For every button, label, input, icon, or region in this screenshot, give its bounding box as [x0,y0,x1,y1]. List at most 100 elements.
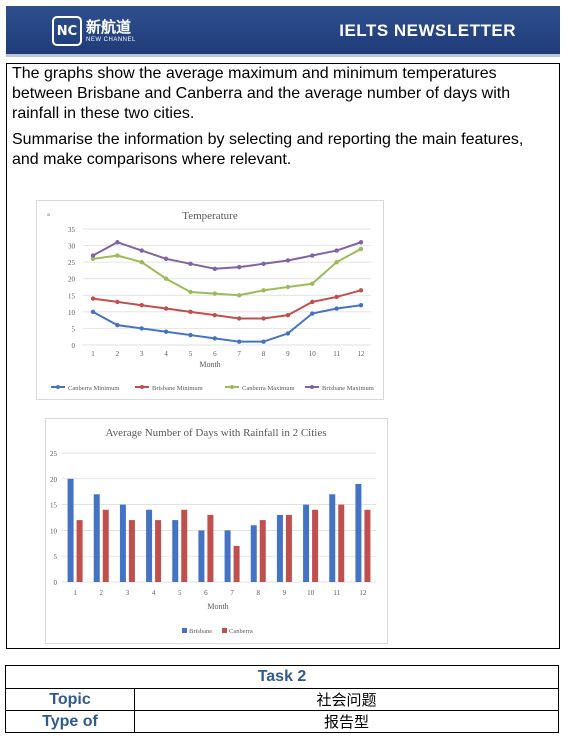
y-tick-label: 20 [50,476,58,484]
y-tick-label: 30 [68,243,76,251]
y-tick-label: 0 [54,579,58,587]
series-line [92,241,362,270]
task-info-table: Task 2 Topic 社会问题 Type of 报告型 [5,665,559,733]
data-point [90,296,96,301]
data-point [139,248,144,253]
x-tick-label: 5 [178,589,182,597]
data-point [236,293,242,298]
y-tick-label: 10 [50,527,58,535]
x-tick-label: 3 [126,589,130,597]
data-point [334,306,339,311]
rainfall-chart-svg: Average Number of Days with Rainfall in … [50,427,376,635]
y-axis-label: ° [47,212,50,221]
question-frame [6,63,560,649]
series-line [92,289,362,320]
data-point [115,322,120,328]
x-tick-label: 4 [164,350,168,358]
legend-marker [310,385,314,389]
data-point [139,326,144,331]
task-row-type: Type of 报告型 [5,710,559,733]
data-point [212,312,218,318]
x-tick-label: 6 [213,350,217,358]
legend-label: Canberra Minimum [68,385,119,392]
nc-logo-icon: NC [52,16,82,46]
data-point [236,339,242,344]
data-point [163,276,169,281]
bar [355,483,362,582]
legend-marker [140,385,144,389]
data-point [163,256,169,262]
data-point [90,256,96,262]
task-row-value: 社会问题 [134,688,559,711]
bar [233,545,240,582]
data-point [285,331,291,336]
series-line [92,248,362,297]
x-axis-label: Month [199,360,220,369]
new-channel-logo: NC 新航道 NEW CHANNEL [52,14,136,48]
legend-label: Brisbane Minimum [152,385,203,392]
data-point [285,258,291,263]
x-tick-label: 11 [333,589,340,597]
data-point [334,259,339,265]
temperature-chart: Temperature ° 0 5 10 15 20 25 30 35 1 2 3 4 5 6 7 8 9 10 11 1… [36,200,384,400]
x-tick-label: 7 [230,589,234,597]
bar [338,504,345,582]
prompt-paragraph-2: Summarise the information by selecting a… [12,131,524,168]
data-point [90,309,96,315]
bar [207,514,214,582]
y-tick-label: 15 [50,502,58,510]
bar [76,520,83,582]
data-point [188,289,193,295]
data-point [310,281,315,286]
x-tick-label: 9 [286,350,290,358]
data-point [310,253,315,258]
data-point [163,306,169,311]
y-tick-label: 35 [68,226,76,234]
data-point [261,288,266,293]
x-tick-label: 1 [91,350,95,358]
x-tick-label: 9 [283,589,287,597]
legend-label: Brisbane [189,628,212,635]
x-tick-label: 2 [116,350,120,358]
legend-label: Canberra Maximum [242,385,295,392]
series-line [92,304,362,343]
data-point [212,336,218,341]
data-point [115,253,120,258]
x-tick-label: 1 [73,589,77,597]
x-tick-label: 4 [152,589,156,597]
newsletter-header: NC 新航道 NEW CHANNEL IELTS NEWSLETTER [6,6,560,57]
newsletter-title: IELTS NEWSLETTER [339,21,516,40]
y-tick-label: 20 [68,276,76,284]
bar [250,525,257,582]
legend-marker [230,385,234,389]
data-point [163,329,169,334]
data-point [212,291,218,296]
bar [285,514,292,582]
y-tick-label: 0 [72,342,76,350]
x-tick-label: 2 [100,589,104,597]
data-point [285,312,291,318]
bar [102,509,109,582]
legend-marker [56,385,60,389]
x-tick-label: 8 [257,589,261,597]
logo-chinese-text: 新航道 [86,17,132,36]
legend-label: Canberra [229,628,253,635]
data-point [310,311,315,316]
bar [329,494,336,582]
data-point [310,299,315,305]
x-tick-label: 5 [189,350,193,358]
data-point [358,303,364,308]
bar [93,494,100,582]
data-point [236,264,242,270]
data-point [334,294,339,300]
data-point [261,261,266,266]
task-row-topic: Topic 社会问题 [5,688,559,711]
bar [119,504,126,582]
logo-english-text: NEW CHANNEL [86,36,136,43]
y-tick-label: 5 [54,553,58,561]
x-tick-label: 6 [204,589,208,597]
task-row-label: Topic [5,688,135,711]
data-point [261,316,266,321]
bar [128,520,135,582]
